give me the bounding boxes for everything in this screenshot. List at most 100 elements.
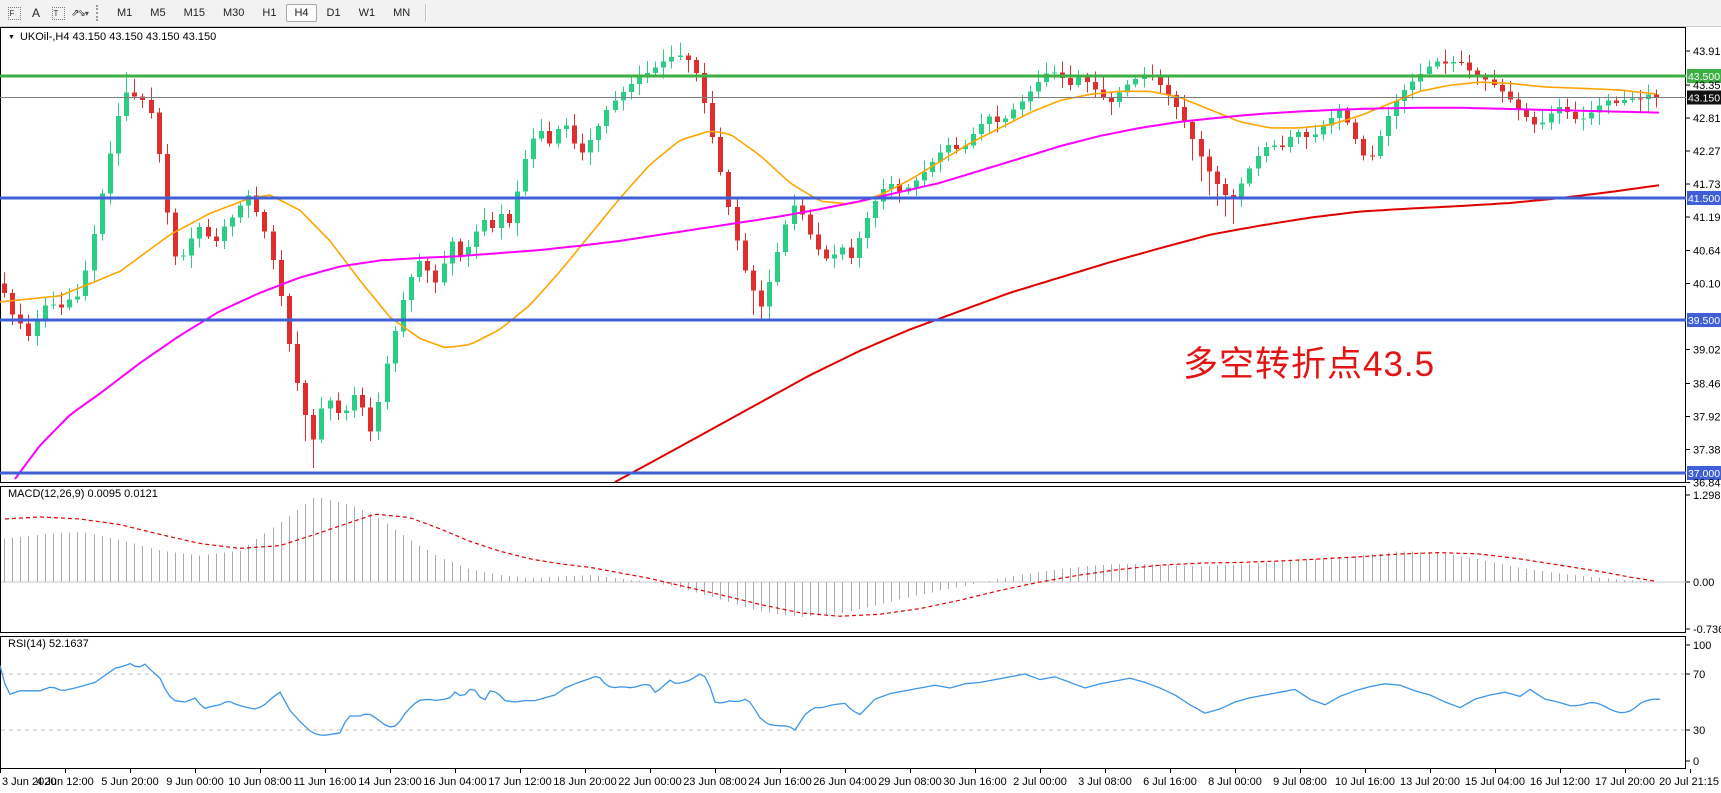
time-tick-label: 6 Jul 16:00 [1143, 776, 1197, 788]
candle-body [1288, 137, 1293, 147]
top-toolbar: F A T ⇗⇘ ▾ M1 M5 M15 M30 H1 H4 D1 W1 MN [0, 0, 1721, 27]
candle-body [1215, 171, 1220, 185]
time-tick-label: 22 Jun 00:00 [618, 776, 682, 788]
text-box-button[interactable]: T [48, 3, 68, 23]
candle-body [1028, 91, 1033, 102]
candle-body [1410, 81, 1415, 90]
time-tick-label: 8 Jul 00:00 [1208, 776, 1262, 788]
text-label-icon: A [31, 6, 40, 20]
macd-signal-line [4, 513, 1656, 617]
rsi-tick-label: 30 [1693, 725, 1705, 737]
candle-body [678, 55, 683, 58]
dropdown-caret-icon[interactable]: ▾ [84, 8, 89, 18]
candle-body [1451, 62, 1456, 64]
candle-body [710, 103, 715, 138]
candle-body [458, 241, 463, 256]
candle-body [1068, 78, 1073, 85]
candle-body [824, 249, 829, 259]
text-box-icon: T [51, 6, 65, 20]
candle-body [759, 290, 764, 307]
candle-body [832, 254, 837, 259]
chart-canvas[interactable]: 43.500 43.150 41.500 39.500 37.000 43.910 43.3… [0, 27, 1721, 793]
candle-body [1125, 84, 1130, 93]
tf-button-H4[interactable]: H4 [286, 4, 317, 22]
candle-body [857, 237, 862, 258]
toolbar-grip[interactable] [96, 5, 100, 21]
candle-body [181, 255, 186, 257]
candle-body [1321, 125, 1326, 135]
dotted-frame-f-icon-button[interactable]: F [4, 3, 24, 23]
candle-body [393, 331, 398, 364]
pane-border-macd [0, 486, 1686, 633]
candle-body [140, 96, 145, 100]
tf-button-M1[interactable]: M1 [117, 7, 133, 19]
candle-body [1443, 61, 1448, 64]
candle-body [1003, 118, 1008, 123]
candle-body [1353, 122, 1358, 140]
time-tick-label: 24 Jun 16:00 [748, 776, 812, 788]
symbol-dropdown-icon[interactable]: ▼ [8, 33, 15, 41]
tf-button-W1[interactable]: W1 [358, 7, 376, 19]
candle-body [930, 162, 935, 173]
candle-body [75, 296, 80, 300]
text-label-button[interactable]: A [26, 3, 46, 23]
candle-body [604, 110, 609, 126]
price-tick-label: 43.355 [1693, 80, 1721, 92]
arrows-tool-button[interactable]: ⇗⇘ ▾ [70, 3, 90, 23]
tf-button-H1[interactable]: H1 [262, 7, 277, 19]
pane-splitter-rsi[interactable] [0, 605, 1721, 609]
time-tick-label: 29 Jun 08:00 [878, 776, 942, 788]
candle-body [254, 195, 259, 213]
candle-body [1402, 90, 1407, 102]
time-axis[interactable] [0, 741, 1721, 793]
candle-body [1109, 97, 1114, 103]
candle-body [751, 270, 756, 291]
candle-body [1483, 75, 1488, 80]
price-axis[interactable] [1686, 27, 1721, 741]
tf-button-M15[interactable]: M15 [183, 7, 205, 19]
candle-body [197, 227, 202, 239]
candle-body [1304, 132, 1309, 137]
price-badge-label: 37.000 [1688, 468, 1720, 480]
candle-body [1182, 106, 1187, 122]
candle-body [92, 234, 97, 271]
candle-body [336, 400, 341, 413]
candle-body [1264, 147, 1269, 156]
macd-indicator-label: MACD(12,26,9) 0.0095 0.0121 [8, 488, 158, 500]
price-tick-label: 37.925 [1693, 411, 1721, 423]
candle-body [1614, 100, 1619, 103]
candle-body [279, 260, 284, 297]
macd-tick-label: 1.2985 [1693, 490, 1721, 502]
candle-body [718, 137, 723, 172]
candle-body [173, 212, 178, 257]
rsi-line [0, 662, 1660, 736]
rsi-tick-label: 70 [1693, 669, 1705, 681]
candle-body [157, 112, 162, 154]
ma-slow-line [614, 184, 1660, 483]
candle-body [1085, 77, 1090, 83]
candle-body [499, 214, 504, 228]
candle-body [417, 260, 422, 278]
chart-text-annotation[interactable]: 多空转折点43.5 [1183, 345, 1436, 384]
time-tick-label: 16 Jul 12:00 [1530, 776, 1590, 788]
candle-body [889, 184, 894, 190]
candle-body [83, 270, 88, 297]
symbol-ohlc-text: UKOil-,H4 43.150 43.150 43.150 43.150 [19, 31, 217, 43]
candle-body [344, 410, 349, 413]
candle-body [816, 234, 821, 250]
arrows-tool-icon: ⇗⇘ [71, 7, 86, 19]
candle-body [808, 214, 813, 235]
price-tick-label: 43.910 [1693, 46, 1721, 58]
tf-button-MN[interactable]: MN [393, 7, 411, 19]
time-tick-label: 26 Jun 04:00 [813, 776, 877, 788]
pane-splitter-macd[interactable] [0, 454, 1721, 458]
candle-body [572, 125, 577, 144]
price-tick-label: 42.275 [1693, 146, 1721, 158]
tf-button-D1[interactable]: D1 [326, 7, 341, 19]
time-tick-label: 16 Jun 04:00 [423, 776, 487, 788]
tf-button-M30[interactable]: M30 [222, 7, 245, 19]
candle-body [865, 218, 870, 238]
tf-button-M5[interactable]: M5 [150, 7, 166, 19]
candle-body [613, 100, 618, 110]
rsi-tick-label: 100 [1693, 640, 1711, 652]
